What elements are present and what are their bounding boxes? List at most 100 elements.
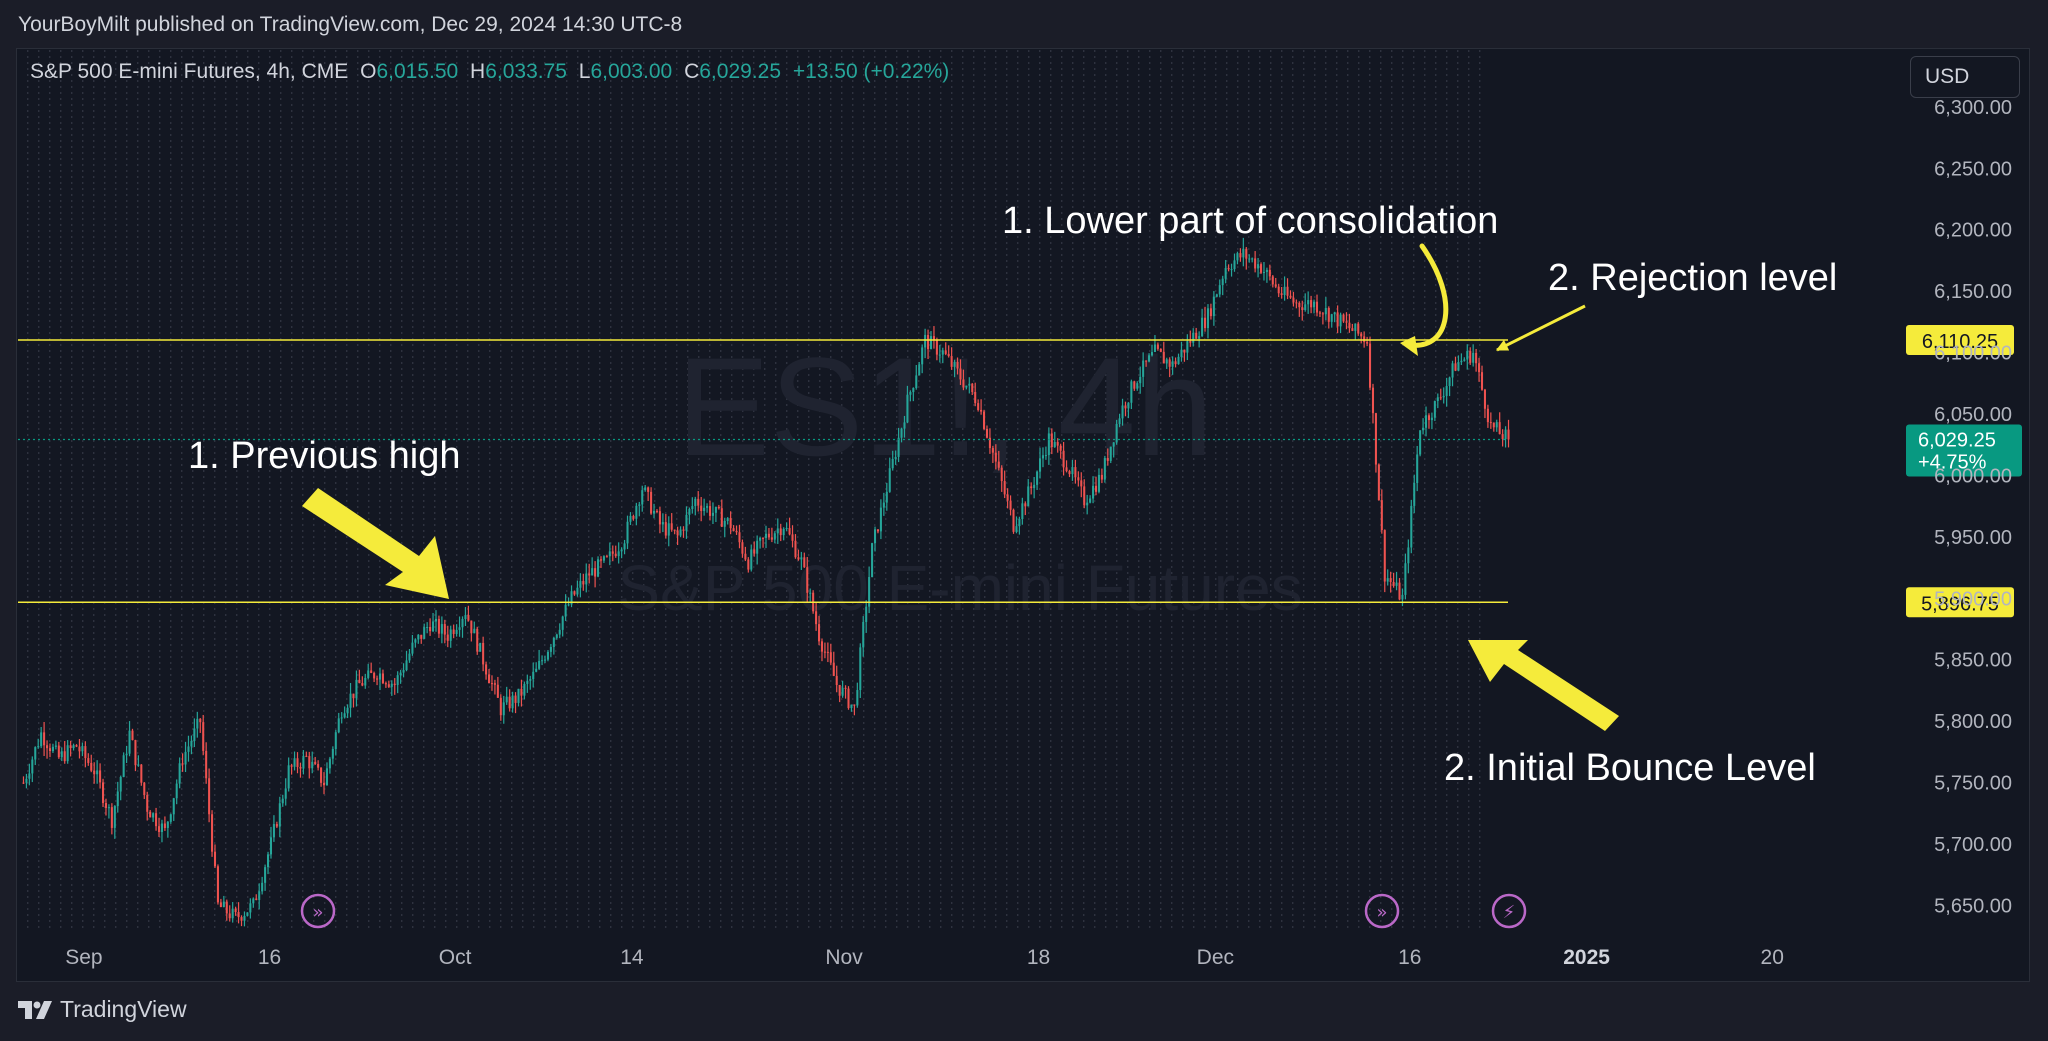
dividend-icon[interactable]: » xyxy=(1364,893,1400,929)
candle-body xyxy=(785,528,788,530)
candle-body xyxy=(1227,268,1230,270)
candle-body xyxy=(99,770,102,783)
legend-low-value: 6,003.00 xyxy=(590,60,673,83)
candle-body xyxy=(573,591,576,595)
candle-body xyxy=(635,505,638,519)
candle-body xyxy=(921,347,924,365)
last-price-tag xyxy=(1906,424,2022,477)
time-tick-label: Sep xyxy=(65,946,102,969)
candle-body xyxy=(670,523,673,530)
candle-body xyxy=(708,506,712,516)
candle-body xyxy=(1100,474,1103,480)
candle-body xyxy=(1168,359,1171,367)
candle-body xyxy=(90,762,93,771)
candle-body xyxy=(1271,276,1274,285)
candle-body xyxy=(1230,269,1233,271)
candle-body xyxy=(211,814,214,852)
candle-body xyxy=(482,642,485,665)
candle-body xyxy=(317,764,320,768)
footer-brand: TradingView xyxy=(60,996,187,1022)
candle-body xyxy=(950,356,953,367)
candle-body xyxy=(343,713,346,718)
candle-body xyxy=(1442,395,1445,398)
candle-body xyxy=(738,532,741,543)
price-axis[interactable]: 6,300.00 6,250.00 6,200.00 6,150.00 6,100.00… xyxy=(1934,97,2012,918)
event-markers[interactable]: » » ⚡ xyxy=(300,893,1527,929)
candle-body xyxy=(78,746,81,752)
candle-body xyxy=(193,728,196,742)
candle-body xyxy=(1360,333,1363,337)
candle-body xyxy=(1348,322,1351,329)
candle-body xyxy=(219,902,222,907)
candle-body xyxy=(1165,359,1168,364)
candle-body xyxy=(1451,363,1454,378)
candle-body xyxy=(258,891,261,900)
candle-body xyxy=(608,551,611,557)
candle-body xyxy=(1265,269,1268,273)
candle-body xyxy=(1280,293,1283,296)
candle-body xyxy=(1115,423,1118,443)
candle-body xyxy=(81,746,84,752)
candle-body xyxy=(594,568,597,577)
price-tick-label: 5,650.00 xyxy=(1934,895,2012,917)
candle-body xyxy=(912,388,915,393)
candle-body xyxy=(470,620,473,634)
candle-body xyxy=(1380,500,1383,531)
candle-body xyxy=(585,573,588,585)
candle-body xyxy=(655,510,659,512)
candle-body xyxy=(1301,307,1304,311)
candle-body xyxy=(859,647,862,691)
candle-body xyxy=(1383,530,1386,582)
candle-body xyxy=(1198,336,1201,339)
candle-body xyxy=(806,567,809,593)
legend-high-label: H xyxy=(470,60,486,83)
candle-body xyxy=(93,770,96,775)
level-price-label: 6,110.25 xyxy=(1922,331,1998,353)
candle-body xyxy=(868,577,871,607)
annotation-arrow-rejection xyxy=(1495,304,1586,352)
candle-body xyxy=(1094,485,1098,492)
candle-body xyxy=(1321,313,1324,315)
candle-body xyxy=(959,368,962,380)
candle-body xyxy=(149,811,152,818)
time-axis[interactable]: Sep 16 Oct 14 Nov 18 Dec 16 2025 20 xyxy=(65,946,1784,969)
candle-body xyxy=(1354,323,1357,331)
candle-body xyxy=(1507,429,1510,440)
candle-body xyxy=(432,621,435,632)
candle-body xyxy=(187,746,190,752)
candle-body xyxy=(402,670,405,673)
earnings-lightning-icon[interactable]: ⚡ xyxy=(1491,893,1527,929)
legend-close-label: C xyxy=(684,60,700,83)
candle-body xyxy=(1351,328,1354,331)
candle-body xyxy=(818,624,821,642)
candle-body xyxy=(479,642,482,652)
candle-body xyxy=(1077,477,1080,481)
symbol-legend[interactable]: S&P 500 E-mini Futures, 4h, CME O6,015.5… xyxy=(30,60,949,84)
candle-body xyxy=(1112,442,1115,447)
candle-body xyxy=(340,717,343,719)
candle-body xyxy=(732,528,735,531)
candle-body xyxy=(367,670,370,678)
legend-open-label: O xyxy=(360,60,377,83)
candle-body xyxy=(1124,405,1127,409)
candle-body xyxy=(944,350,947,354)
dividend-icon[interactable]: » xyxy=(300,893,336,929)
candle-body xyxy=(770,537,773,540)
candle-body xyxy=(502,702,505,716)
candle-body xyxy=(679,529,682,536)
candle-body xyxy=(929,336,933,350)
currency-selector[interactable]: USD xyxy=(1910,56,2020,98)
candle-body xyxy=(387,684,390,687)
candle-body xyxy=(267,854,270,868)
candle-body xyxy=(1401,594,1404,600)
candle-body xyxy=(1024,503,1027,507)
candle-body xyxy=(1109,446,1112,461)
candle-body xyxy=(974,391,977,404)
candle-body xyxy=(1504,429,1507,440)
candle-body xyxy=(988,437,991,449)
candle-body xyxy=(747,559,750,570)
candle-body xyxy=(673,529,676,531)
candle-body xyxy=(361,683,364,686)
candle-body xyxy=(658,511,661,525)
